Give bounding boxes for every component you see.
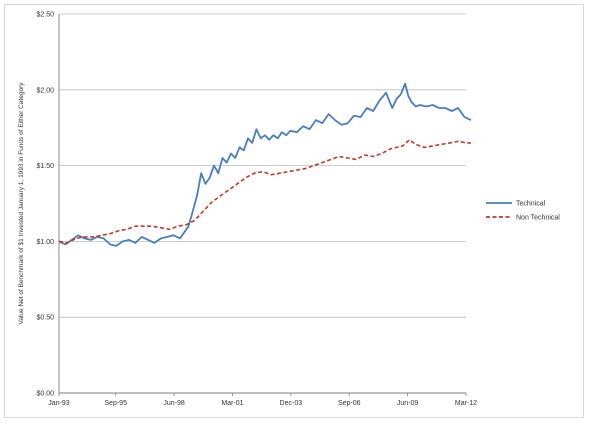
axes — [58, 14, 466, 394]
y-tick-label: $1.50 — [36, 163, 54, 170]
x-tick-label: Sep-95 — [104, 400, 127, 407]
y-tick-label: $0.00 — [36, 391, 54, 398]
y-tick-label: $1.00 — [36, 239, 54, 246]
x-tick-label: Jun-98 — [163, 400, 185, 407]
y-tick-label: $0.50 — [36, 315, 54, 322]
legend: Technical Non Technical — [486, 201, 560, 222]
legend-label: Technical — [516, 201, 546, 208]
x-tick-label: Jun-09 — [397, 400, 419, 407]
y-tick-label: $2.50 — [36, 12, 54, 19]
legend-label: Non Technical — [516, 215, 560, 222]
x-tick-label: Mar-12 — [455, 400, 477, 407]
series-lines — [58, 82, 472, 247]
x-axis-ticks: Jan-93 Sep-95 Jun-98 Mar-01 Dec-03 Sep-06 Jun-… — [48, 393, 477, 407]
y-axis-label: Value Net of Benchmark of $1 Invested Ja… — [18, 82, 25, 325]
x-tick-label: Dec-03 — [280, 400, 303, 407]
y-tick-label: $2.00 — [36, 87, 54, 94]
series-line-non-technical — [58, 139, 471, 244]
chart-frame — [4, 4, 584, 418]
x-tick-label: Mar-01 — [221, 400, 243, 407]
y-axis-ticks: $0.00 $0.50 $1.00 $1.50 $2.00 $2.50 — [36, 12, 54, 398]
x-tick-label: Sep-06 — [338, 400, 361, 407]
gridlines — [59, 13, 466, 318]
x-tick-label: Jan-93 — [48, 400, 70, 407]
series-line-technical — [58, 82, 472, 247]
